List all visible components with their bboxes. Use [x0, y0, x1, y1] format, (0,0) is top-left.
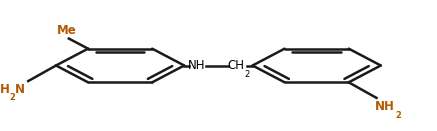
- Text: 2: 2: [244, 70, 250, 79]
- Text: CH: CH: [227, 59, 244, 72]
- Text: 2: 2: [10, 93, 15, 102]
- Text: N: N: [15, 83, 25, 96]
- Text: NH: NH: [188, 59, 206, 72]
- Text: H: H: [0, 83, 10, 96]
- Text: NH: NH: [375, 100, 395, 113]
- Text: Me: Me: [57, 24, 76, 37]
- Text: 2: 2: [395, 111, 401, 120]
